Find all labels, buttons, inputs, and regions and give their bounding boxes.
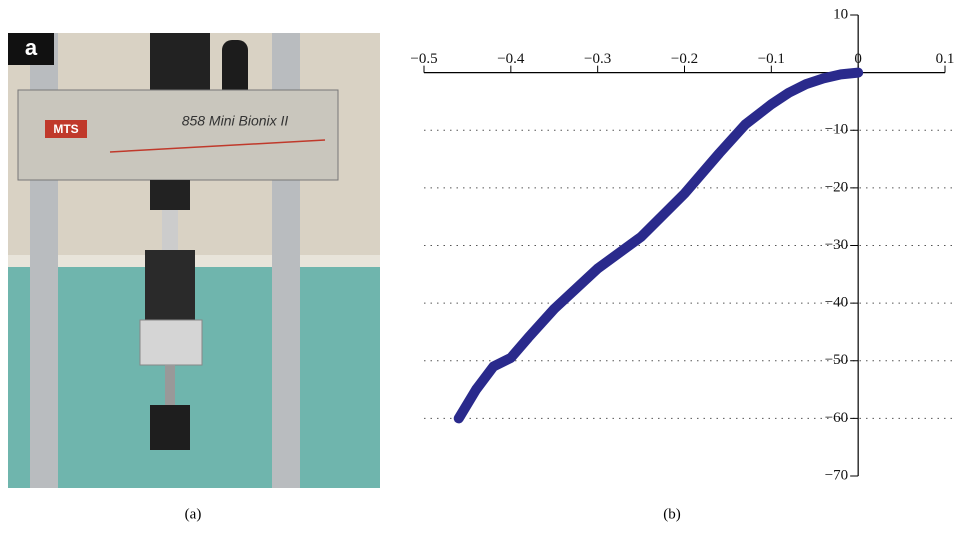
x-tick-label: 0 [854, 51, 862, 67]
y-tick-label: −70 [825, 467, 848, 483]
photo-load-cell [139, 319, 203, 366]
photo-logo [45, 120, 87, 138]
photo-brand: MTS [53, 122, 78, 136]
photo: MTS 858 Mini Bionix II a [8, 33, 380, 488]
caption: (a) [185, 506, 202, 522]
caption: (b) [663, 506, 681, 522]
photo-motor [150, 33, 210, 93]
y-tick-label: −50 [825, 352, 848, 368]
photo-red-line [109, 139, 326, 153]
chart: −0.5 −0.4 −0.3 −0.2 −0.1 0 0.1 10 −10 −20 −30 −40 −5… [410, 6, 955, 483]
y-tick-label: 10 [833, 6, 848, 22]
x-tick-label: −0.5 [410, 51, 437, 67]
x-tick-label: −0.1 [758, 51, 785, 67]
x-tick-label: −0.2 [671, 51, 698, 67]
x-tick-label: −0.3 [584, 51, 611, 67]
photo-specimen [165, 365, 175, 405]
photo-model: 858 Mini Bionix II [182, 113, 289, 129]
photo-accumulator [222, 40, 248, 100]
photo-rod [162, 210, 178, 250]
y-tick-label: −20 [825, 179, 848, 195]
x-tick-label: 0.1 [936, 51, 955, 67]
photo-grip [145, 250, 195, 320]
photo-lower-grip [150, 405, 190, 450]
y-tick-label: −40 [825, 295, 848, 311]
y-tick-label: −10 [825, 122, 848, 138]
data-line [453, 67, 864, 424]
x-tick-label: −0.4 [497, 51, 525, 67]
y-tick-label: −30 [825, 237, 848, 253]
y-tick-label: −60 [825, 410, 848, 426]
photo-actuator [150, 180, 190, 210]
photo-badge: a [25, 35, 38, 60]
photo-badge-box [8, 33, 54, 65]
